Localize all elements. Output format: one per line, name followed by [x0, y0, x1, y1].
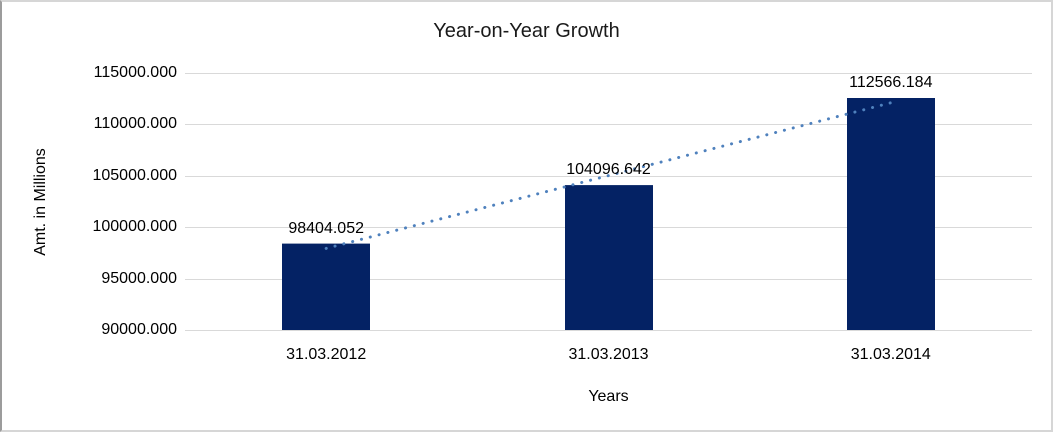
data-label: 112566.184: [849, 74, 933, 91]
y-tick-label: 105000.000: [92, 166, 177, 184]
trendline: [324, 101, 893, 250]
bar-31.03.2013: [565, 185, 653, 330]
y-tick-label: 115000.000: [93, 64, 177, 81]
data-label: 98404.052: [288, 219, 364, 237]
bar-31.03.2012: [282, 243, 370, 330]
bar-series: [282, 98, 935, 330]
y-tick-label: 90000.000: [101, 321, 177, 338]
bar-31.03.2014: [847, 98, 935, 330]
x-tick-label: 31.03.2012: [286, 346, 367, 363]
x-tick-label: 31.03.2013: [568, 346, 649, 363]
data-label: 104096.642: [566, 161, 651, 179]
chart-title: Year-on-Year Growth: [433, 20, 620, 42]
trendline-dotted: [324, 101, 893, 250]
y-tick-label: 100000.000: [92, 218, 177, 236]
x-axis-title: Years: [588, 388, 629, 405]
x-tick-label: 31.03.2014: [850, 346, 931, 363]
y-tick-label: 95000.000: [101, 269, 177, 287]
y-tick-label: 110000.000: [93, 115, 177, 133]
